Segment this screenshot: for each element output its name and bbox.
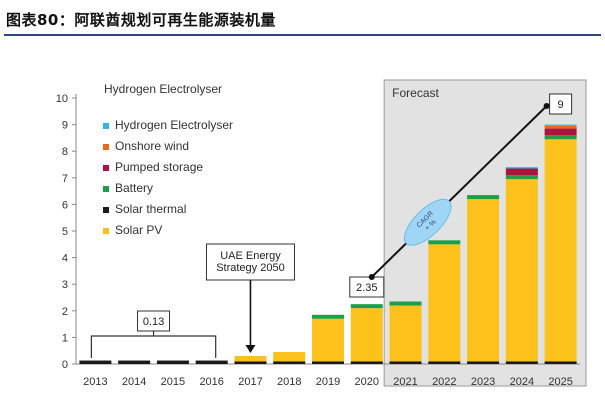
legend-swatch (103, 207, 109, 213)
bar-segment (544, 135, 577, 140)
y-tick-label: 3 (62, 279, 68, 291)
legend-swatch (103, 144, 109, 150)
y-tick-label: 6 (62, 199, 68, 211)
y-tick-label: 4 (62, 253, 68, 265)
y-tick-label: 8 (62, 146, 68, 158)
uae-strategy-box (205, 243, 295, 281)
bar-segment (234, 356, 267, 362)
legend-entry: Battery (115, 181, 153, 195)
bar-segment (544, 125, 577, 129)
x-tick-label: 2020 (355, 376, 379, 388)
legend-entry: Pumped storage (115, 160, 203, 174)
x-tick-label: 2013 (83, 376, 107, 388)
bar-segment (350, 361, 383, 364)
bar-segment (79, 360, 112, 364)
bar-segment (428, 244, 461, 362)
y-tick-label: 9 (62, 120, 68, 132)
value-2025-label: 9 (558, 99, 564, 111)
uae-strategy-label: UAE Energy Strategy 2050 (216, 250, 285, 274)
x-tick-label: 2014 (122, 376, 146, 388)
bar-segment (118, 360, 151, 364)
bar-segment (544, 139, 577, 362)
bar-segment (544, 361, 577, 364)
chart-title: Hydrogen Electrolyser (104, 82, 222, 96)
bar-segment (505, 167, 538, 169)
bar-segment (273, 352, 306, 362)
figure-title: 图表80：阿联酋规划可再生能源装机量 (6, 11, 276, 29)
bar-segment (312, 361, 344, 364)
cagr-ellipse (403, 198, 452, 246)
growth-line-connector (546, 103, 550, 107)
legend-entry: Solar thermal (115, 202, 186, 216)
x-tick-label: 2023 (471, 376, 495, 388)
y-tick-label: 5 (62, 226, 68, 238)
growth-line (371, 105, 548, 278)
x-tick-label: 2015 (161, 376, 185, 388)
y-tick-label: 7 (62, 173, 68, 185)
bar-segment (467, 195, 500, 200)
legend-swatch (103, 228, 109, 234)
x-tick-label: 2018 (277, 376, 301, 388)
bar-segment (350, 304, 383, 309)
bar-segment (505, 361, 538, 364)
y-tick-label: 1 (62, 332, 68, 344)
title-divider (4, 34, 601, 36)
bar-segment (467, 361, 500, 364)
y-tick-label: 10 (56, 93, 68, 105)
bar-segment (389, 301, 422, 306)
bar-segment (544, 128, 577, 136)
bar-segment (156, 360, 189, 364)
growth-line-start (368, 274, 375, 280)
bar-segment (505, 168, 538, 176)
bar-segment (273, 361, 306, 364)
y-tick-label: 0 (62, 359, 68, 371)
legend-swatch (103, 186, 109, 192)
early-total-box (137, 310, 171, 332)
bar-segment (312, 314, 344, 319)
bar-segment (389, 361, 422, 364)
cagr-badge: CAGR+ % (403, 198, 452, 246)
bar-segment (428, 240, 461, 245)
legend-entry: Onshore wind (115, 139, 189, 153)
legend-entry: Hydrogen Electrolyser (115, 118, 233, 132)
bar-segment (467, 199, 500, 362)
x-tick-label: 2024 (510, 376, 534, 388)
bar-segment (505, 175, 538, 180)
bar-segment (350, 308, 383, 362)
uae-arrow-head (245, 345, 256, 354)
x-tick-label: 2016 (199, 376, 223, 388)
value-2020-box (349, 276, 385, 298)
x-tick-label: 2025 (548, 376, 572, 388)
legend-entry: Solar PV (115, 223, 162, 237)
bar-segment (505, 179, 538, 362)
value-2020-label: 2.35 (356, 282, 377, 294)
x-tick-label: 2021 (393, 376, 417, 388)
legend-swatch (103, 165, 109, 171)
bar-segment (428, 361, 461, 364)
bar-segment (389, 305, 422, 362)
y-tick-label: 2 (62, 306, 68, 318)
forecast-label: Forecast (392, 86, 439, 100)
bar-segment (312, 318, 344, 362)
x-tick-label: 2022 (432, 376, 456, 388)
bar-segment (234, 361, 267, 364)
legend-swatch (103, 123, 109, 129)
early-years-bracket (90, 335, 217, 358)
early-total-label: 0.13 (143, 316, 164, 328)
x-tick-label: 2019 (316, 376, 340, 388)
x-tick-label: 2017 (238, 376, 262, 388)
bar-segment (544, 124, 577, 126)
bar-segment (195, 360, 228, 364)
